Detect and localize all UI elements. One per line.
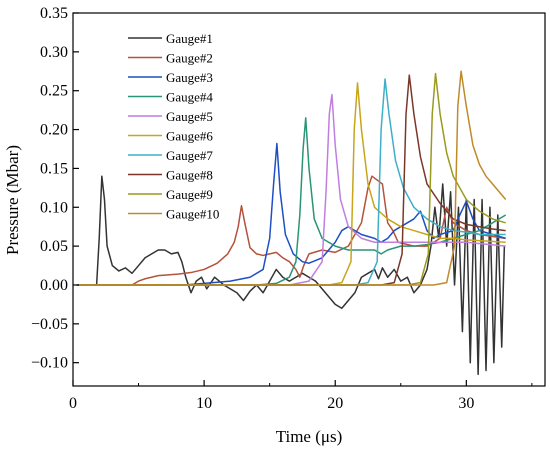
y-tick-label: 0.35: [40, 5, 68, 22]
x-tick-label: 0: [69, 395, 77, 412]
x-tick-label: 20: [327, 395, 343, 412]
y-tick-label: −0.10: [31, 355, 68, 372]
y-tick-label: 0.10: [40, 199, 68, 216]
y-tick-label: 0.00: [40, 277, 68, 294]
legend-label: Gauge#8: [166, 168, 213, 183]
legend-label: Gauge#3: [166, 70, 213, 85]
legend-label: Gauge#5: [166, 109, 213, 124]
y-tick-label: −0.05: [31, 316, 68, 333]
series-line-2: [76, 175, 506, 286]
x-tick-label: 10: [196, 395, 212, 412]
axes-layer: 0 10 20 30 −0.10 −0.05 0.00 0.05 0.10 0.15 0.20 0.2…: [31, 5, 533, 412]
series-layer: [76, 70, 507, 376]
y-tick-label: 0.05: [40, 238, 68, 255]
series-line-1: [76, 175, 506, 376]
y-tick-label: 0.30: [40, 44, 68, 61]
legend-label: Gauge#6: [166, 129, 213, 144]
series-line-9: [76, 72, 506, 286]
series-line-6: [76, 82, 506, 286]
x-tick-label: 30: [458, 395, 474, 412]
y-tick-label: 0.25: [40, 83, 68, 100]
series-line-5: [76, 93, 506, 286]
legend-label: Gauge#2: [166, 51, 213, 66]
legend: Gauge#1 Gauge#2 Gauge#3 Gauge#4 Gauge#5 Gauge…: [128, 31, 219, 222]
y-axis-title: Pressure (Mbar): [3, 145, 22, 255]
legend-label: Gauge#10: [166, 207, 219, 222]
legend-label: Gauge#7: [166, 148, 213, 163]
series-line-10: [76, 70, 507, 286]
series-line-7: [76, 78, 506, 286]
series-line-8: [76, 74, 506, 286]
legend-label: Gauge#1: [166, 31, 213, 46]
y-tick-label: 0.20: [40, 122, 68, 139]
y-tick-label: 0.15: [40, 160, 68, 177]
legend-label: Gauge#4: [166, 90, 213, 105]
x-axis-title: Time (μs): [276, 427, 343, 446]
legend-label: Gauge#9: [166, 187, 213, 202]
plot-frame: [72, 12, 546, 387]
